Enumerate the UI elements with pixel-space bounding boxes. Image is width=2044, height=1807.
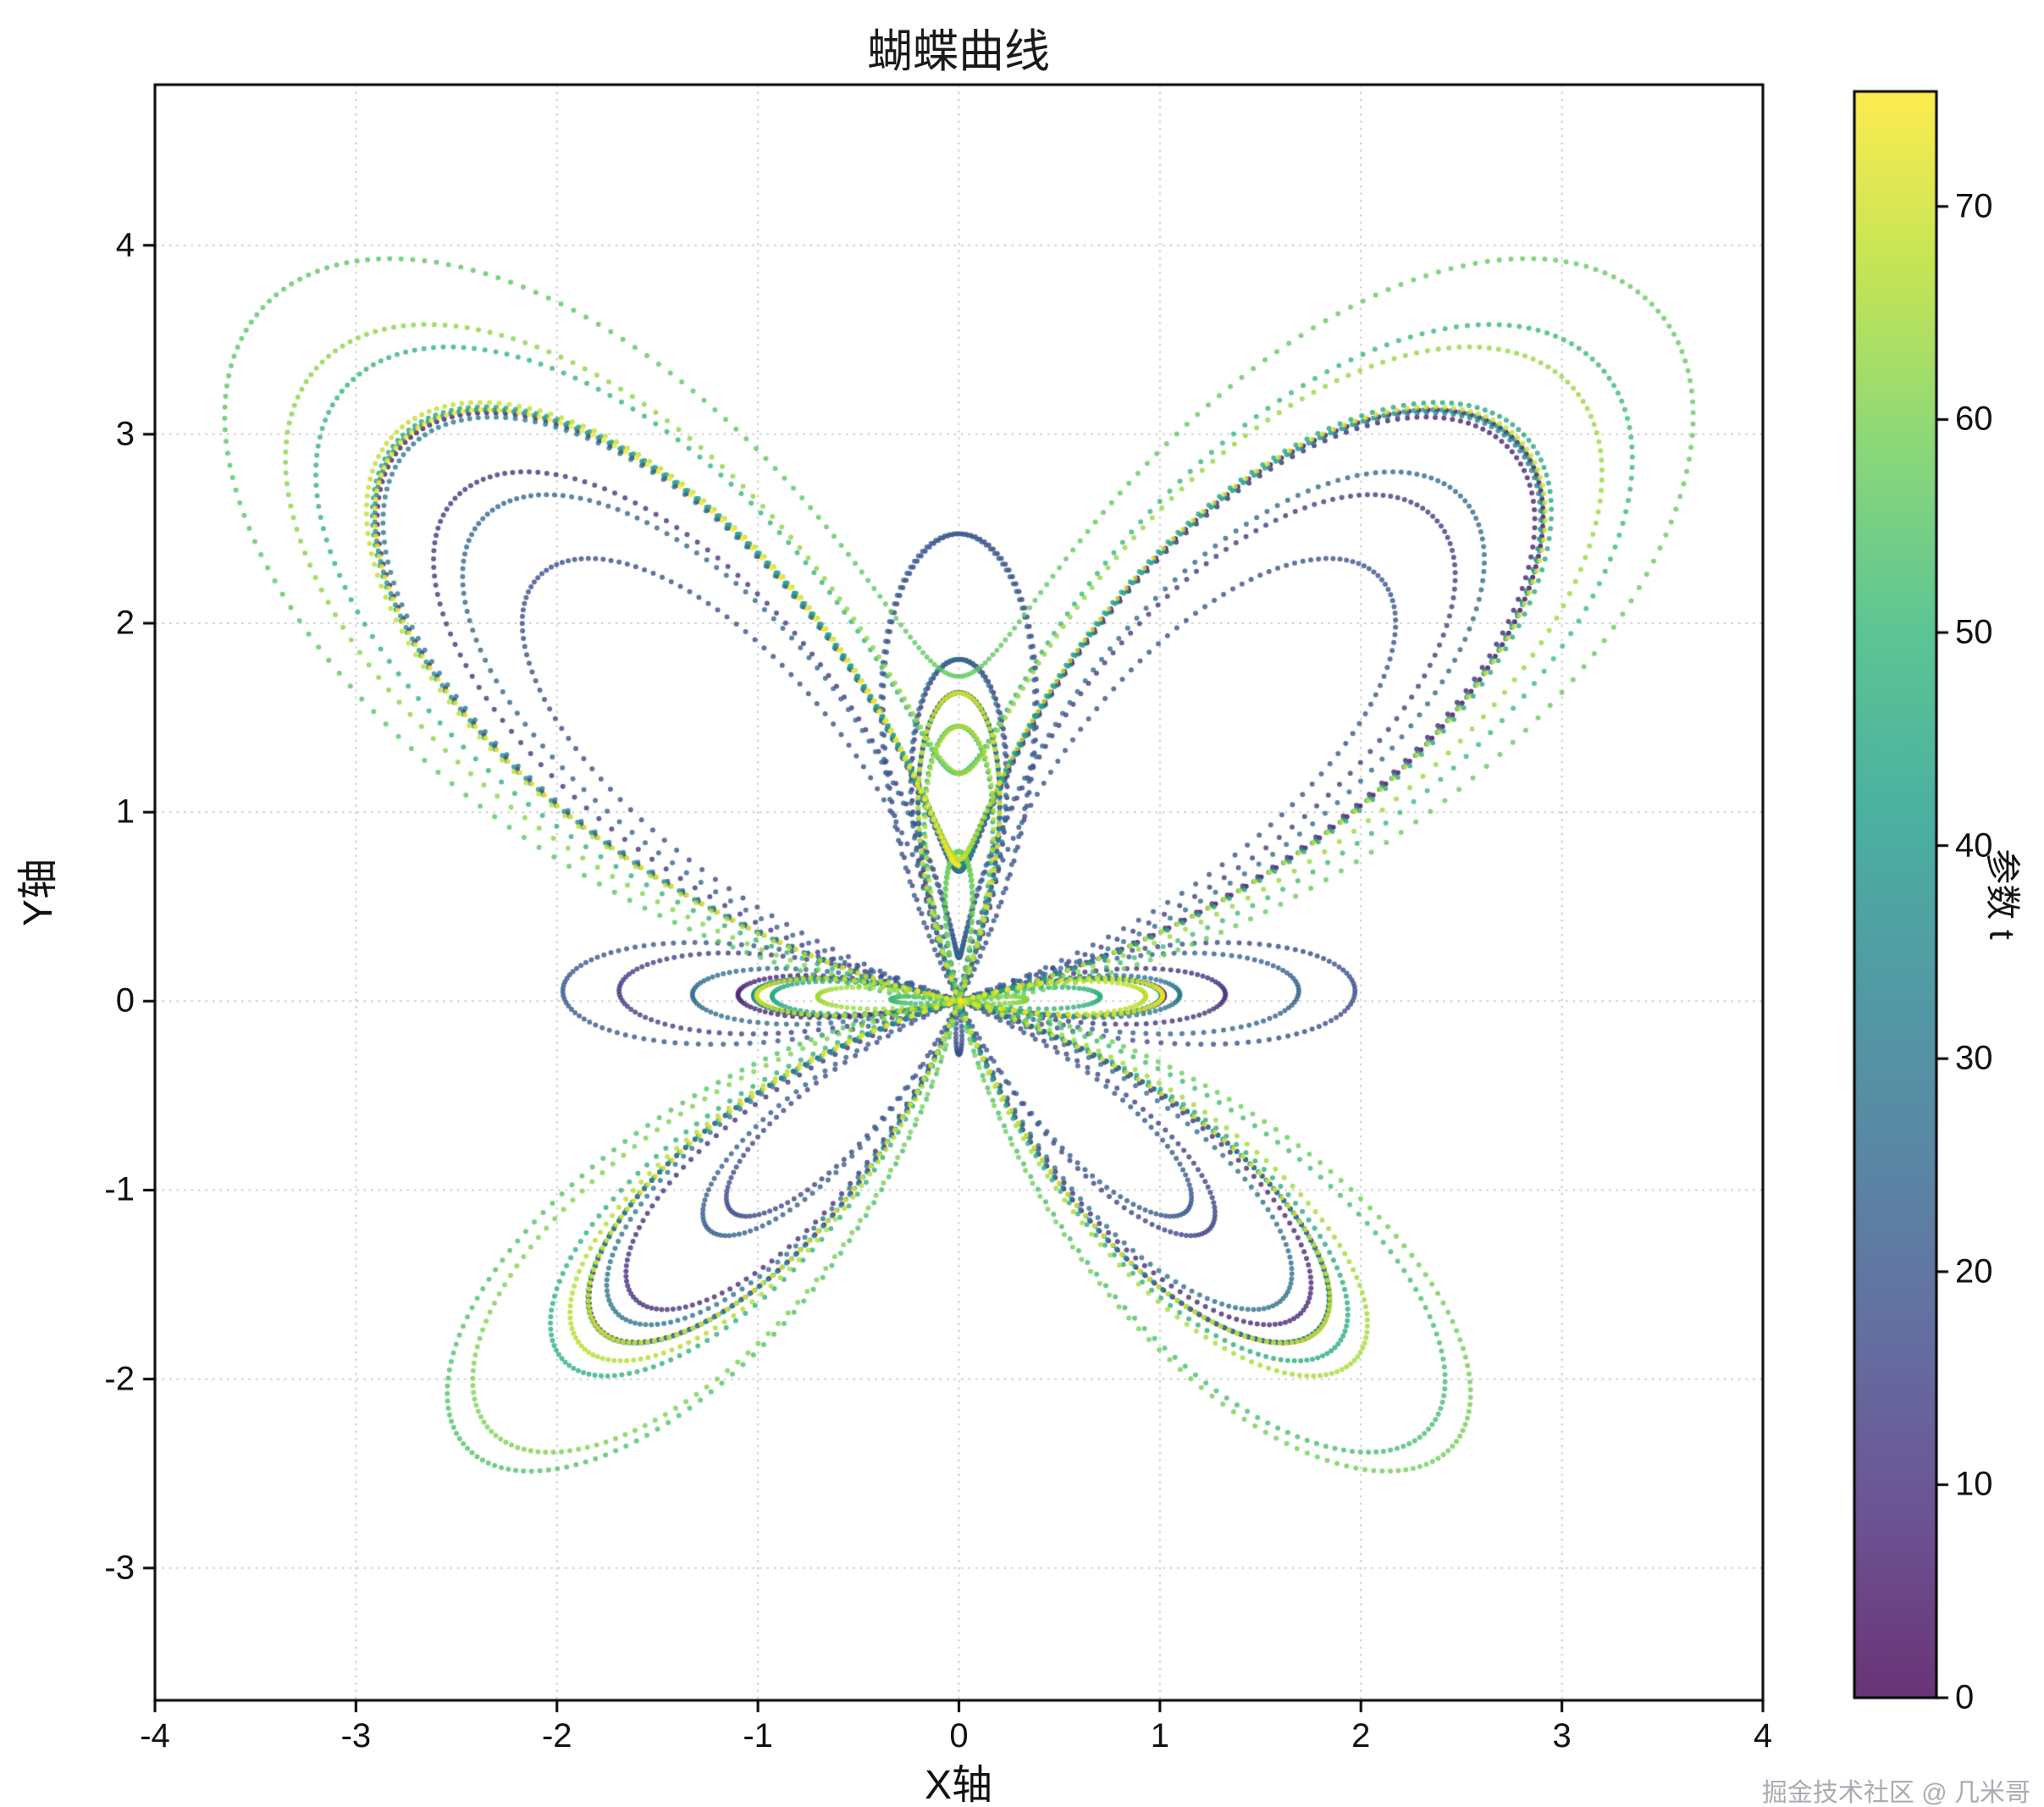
y-tick-label: 2 (115, 604, 135, 642)
y-tick-label: 3 (115, 415, 135, 453)
colorbar-tick-label: 70 (1955, 187, 1993, 225)
x-tick-label: -3 (340, 1717, 372, 1755)
colorbar-tick-label: 60 (1955, 400, 1993, 438)
y-tick-label: 4 (115, 226, 135, 264)
x-tick-label: -2 (541, 1717, 572, 1755)
x-tick-label: -4 (140, 1717, 170, 1755)
x-tick-label: 1 (1150, 1717, 1169, 1755)
x-tick-label: 4 (1753, 1717, 1773, 1755)
y-tick-label: -3 (104, 1549, 135, 1587)
colorbar-tick-label: 0 (1955, 1678, 1975, 1716)
colorbar-tick-label: 20 (1955, 1252, 1993, 1290)
colorbar-tick-label: 40 (1955, 826, 1993, 865)
y-tick-label: 0 (115, 981, 135, 1020)
x-axis-label: X轴 (924, 1763, 993, 1807)
chart-title: 蝴蝶曲线 (867, 26, 1050, 77)
x-tick-label: 3 (1552, 1717, 1572, 1755)
y-tick-label: 1 (115, 793, 135, 831)
colorbar-tick-label: 50 (1955, 613, 1993, 651)
colorbar-tick-label: 30 (1955, 1039, 1993, 1077)
y-tick-label: -1 (104, 1170, 135, 1208)
y-axis-label: Y轴 (16, 858, 61, 927)
x-tick-label: -1 (743, 1717, 773, 1755)
colorbar-tick-label: 10 (1955, 1465, 1993, 1503)
watermark: 掘金技术社区 @ 几米哥 (1761, 1779, 2030, 1807)
x-tick-label: 0 (949, 1717, 969, 1755)
x-tick-label: 2 (1351, 1717, 1371, 1755)
y-tick-label: -2 (104, 1360, 135, 1398)
